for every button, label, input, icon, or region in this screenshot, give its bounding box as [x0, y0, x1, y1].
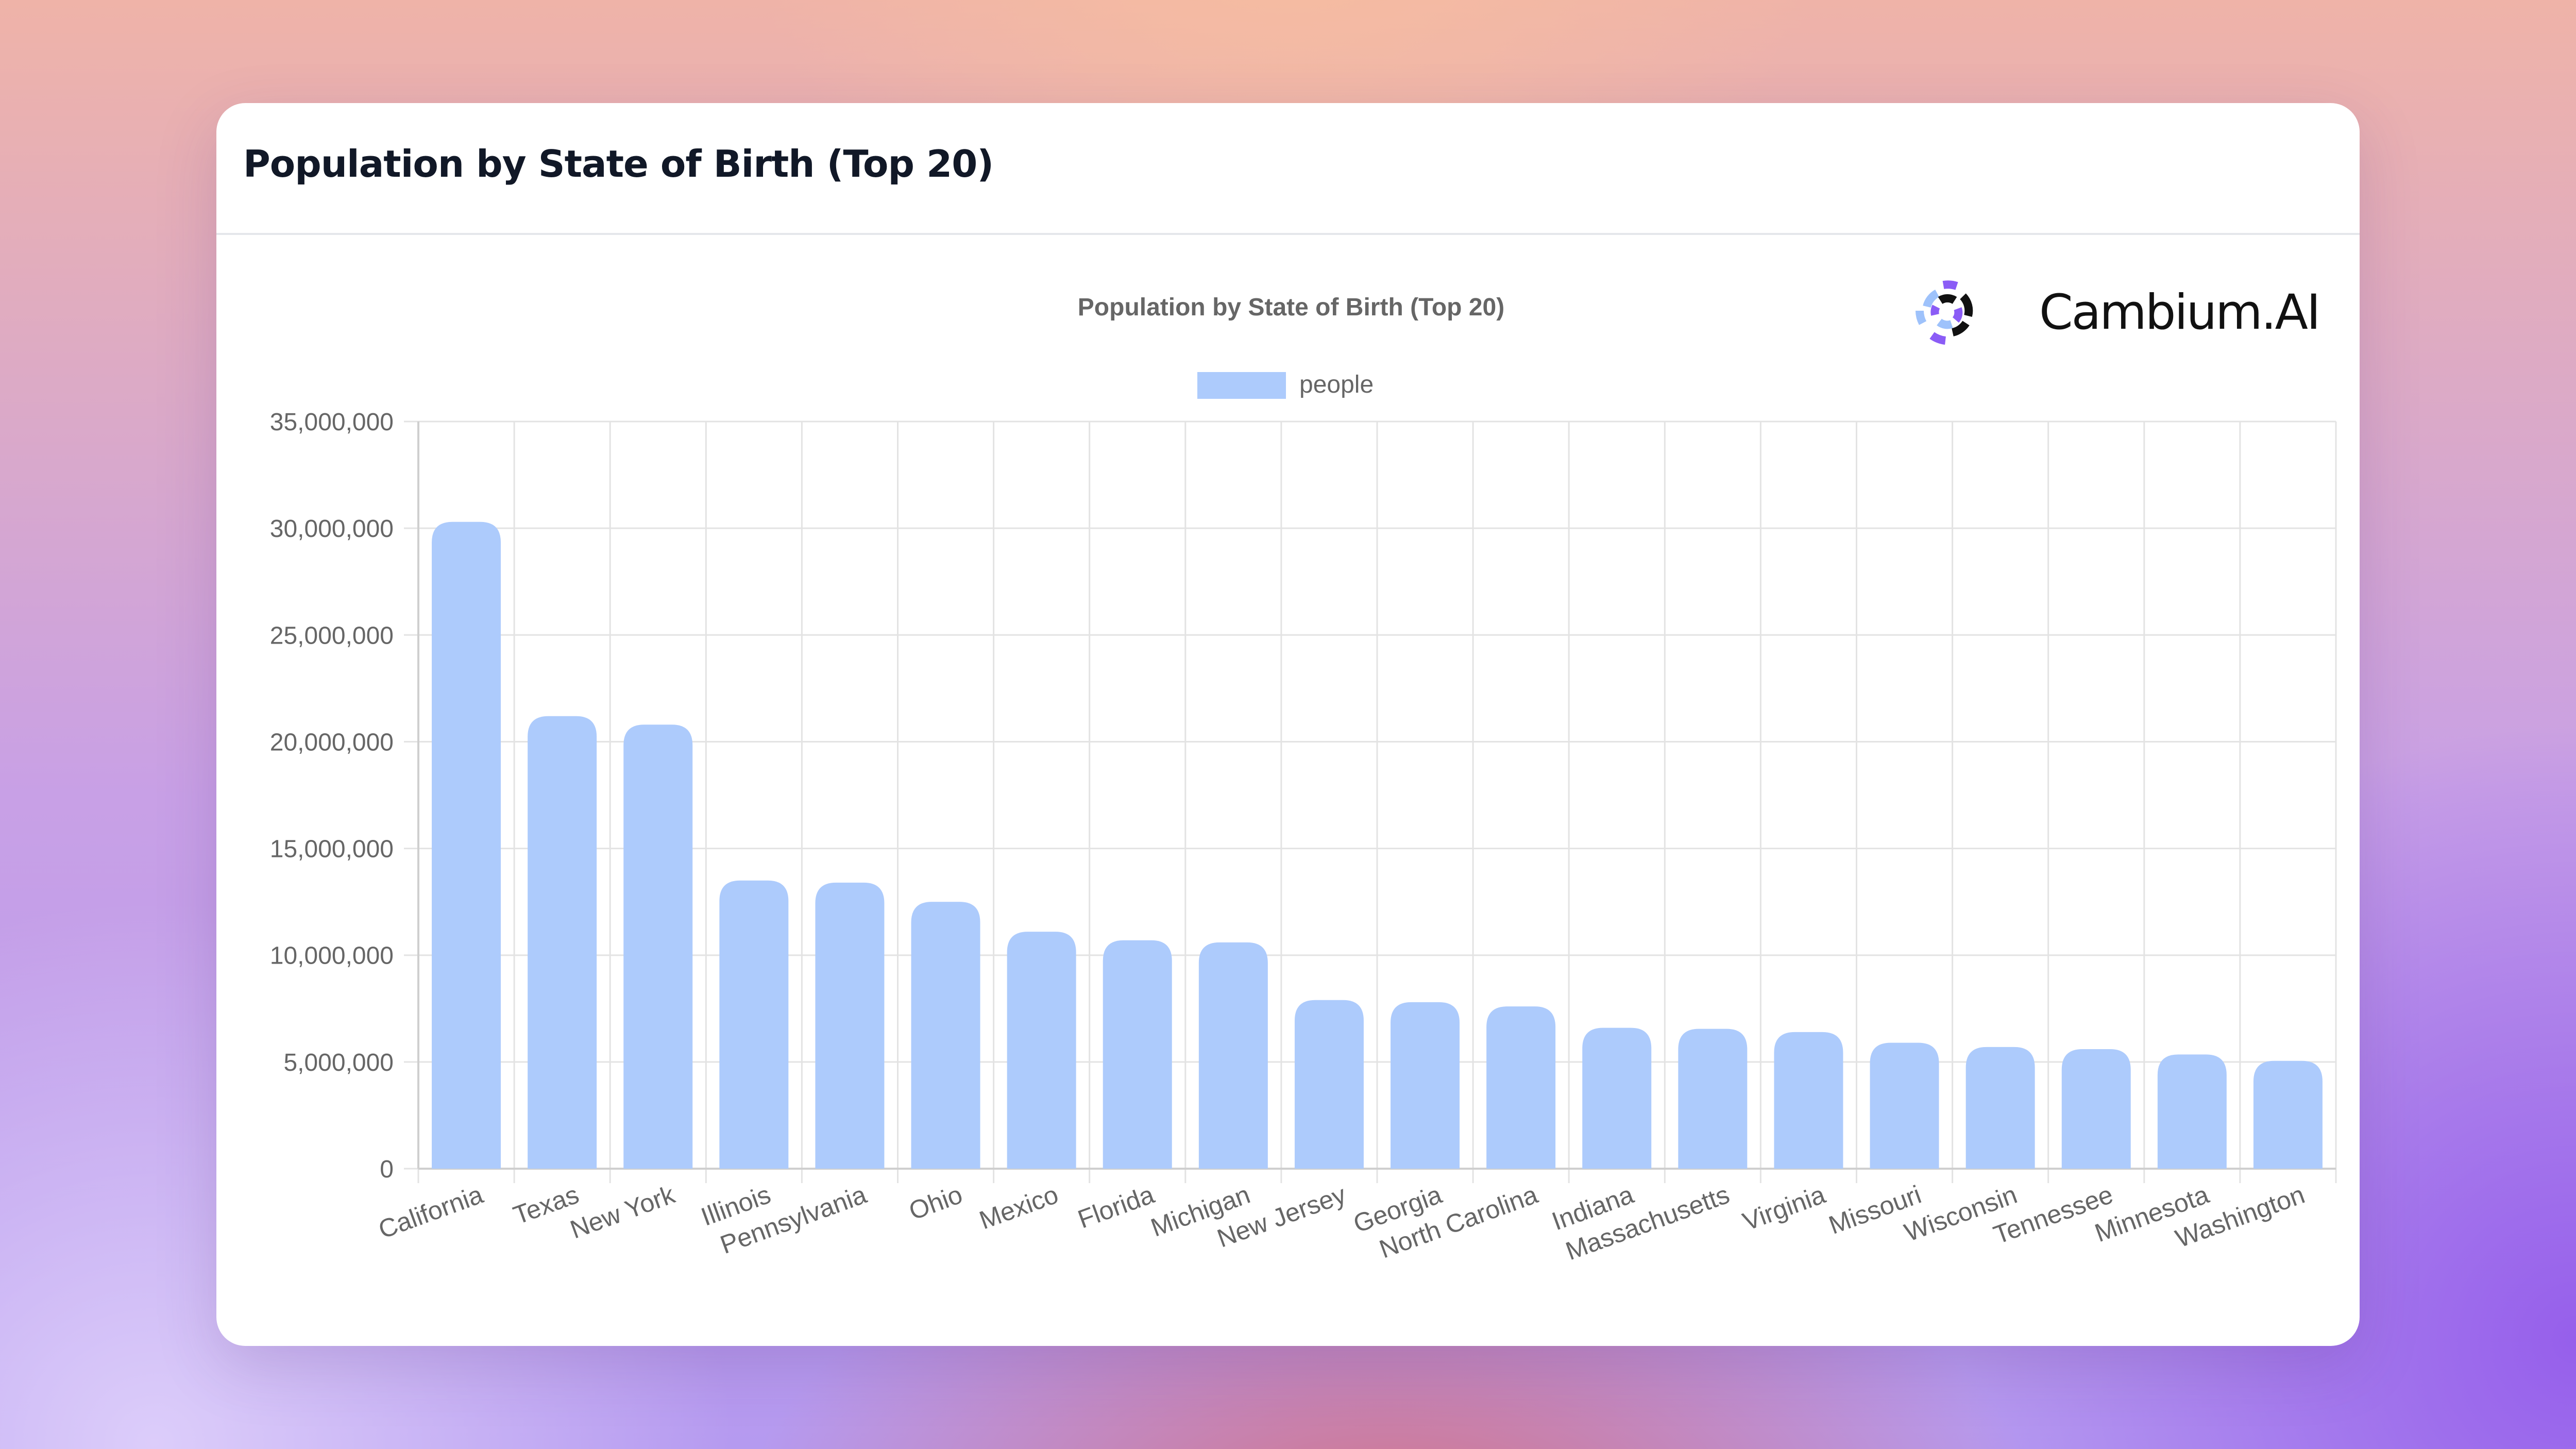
x-tick-label: California [375, 1180, 487, 1244]
bar-north-carolina[interactable] [1486, 1006, 1556, 1169]
bar-michigan[interactable] [1198, 942, 1268, 1169]
x-tick-label: Mexico [975, 1180, 1062, 1235]
bar-massachusetts[interactable] [1678, 1029, 1748, 1169]
bar-wisconsin[interactable] [1965, 1047, 2035, 1169]
bar-washington[interactable] [2253, 1060, 2323, 1169]
bar-new-york[interactable] [623, 724, 693, 1169]
bar-texas[interactable] [528, 716, 597, 1169]
x-tick-label: Ohio [905, 1180, 966, 1226]
bar-florida[interactable] [1103, 940, 1172, 1169]
bar-virginia[interactable] [1774, 1032, 1843, 1169]
cambium-logo-icon [1916, 280, 1973, 345]
y-tick-label: 15,000,000 [270, 836, 394, 863]
legend-swatch[interactable] [1197, 372, 1286, 399]
bar-illinois[interactable] [719, 880, 789, 1169]
bar-pennsylvania[interactable] [815, 882, 885, 1169]
y-tick-label: 30,000,000 [270, 515, 394, 543]
x-tick-label: New York [566, 1180, 679, 1244]
y-tick-label: 35,000,000 [270, 409, 394, 436]
card-header: Population by State of Birth (Top 20) [216, 103, 2360, 235]
y-tick-label: 5,000,000 [283, 1049, 394, 1076]
y-tick-label: 25,000,000 [270, 622, 394, 649]
bar-georgia[interactable] [1391, 1002, 1460, 1169]
bar-missouri[interactable] [1870, 1042, 1939, 1169]
bar-tennessee[interactable] [2061, 1049, 2131, 1169]
y-tick-label: 0 [380, 1156, 394, 1183]
bar-ohio[interactable] [911, 902, 980, 1169]
page-title: Population by State of Birth (Top 20) [243, 142, 994, 186]
x-tick-label: Virginia [1739, 1180, 1829, 1236]
chart-title: Population by State of Birth (Top 20) [1078, 294, 1504, 321]
y-tick-label: 10,000,000 [270, 942, 394, 970]
bar-mexico[interactable] [1007, 932, 1076, 1169]
bar-indiana[interactable] [1582, 1027, 1652, 1169]
bar-minnesota[interactable] [2157, 1054, 2227, 1169]
brand-name: Cambium.AI [2039, 284, 2321, 341]
bar-california[interactable] [432, 521, 501, 1169]
legend: people [1197, 371, 1374, 399]
x-tick-label: Florida [1074, 1180, 1158, 1234]
y-tick-label: 20,000,000 [270, 729, 394, 756]
bar-new-jersey[interactable] [1294, 1000, 1364, 1169]
legend-label[interactable]: people [1299, 371, 1374, 398]
